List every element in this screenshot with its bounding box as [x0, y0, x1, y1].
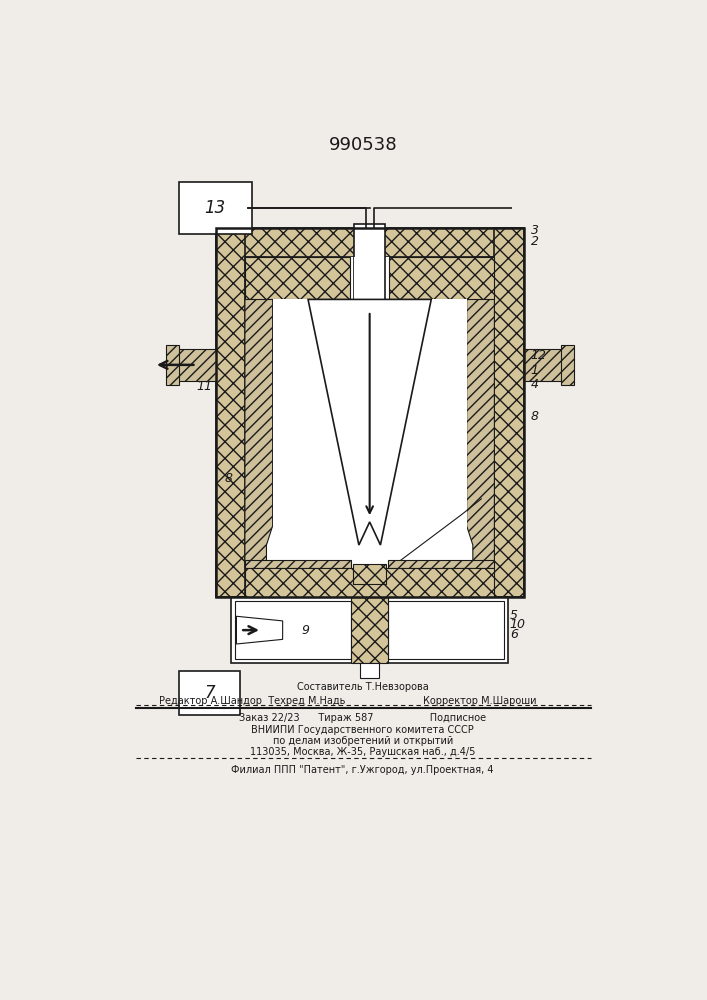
Text: 2: 2: [530, 235, 539, 248]
Text: 10: 10: [510, 618, 526, 631]
Bar: [361, 663, 379, 678]
Bar: [179, 182, 252, 234]
Bar: [231, 597, 508, 663]
Text: 7: 7: [204, 684, 215, 702]
Text: 1: 1: [530, 364, 539, 377]
Bar: [245, 568, 494, 597]
Bar: [216, 228, 524, 257]
Bar: [354, 564, 386, 584]
Bar: [354, 257, 358, 303]
Polygon shape: [245, 560, 355, 576]
Text: 8: 8: [225, 472, 233, 485]
Text: 3: 3: [530, 224, 539, 237]
Bar: [354, 224, 385, 303]
Bar: [273, 299, 467, 568]
Text: 13: 13: [204, 199, 226, 217]
Polygon shape: [245, 257, 351, 299]
Text: Составитель Т.Невзорова: Составитель Т.Невзорова: [297, 682, 428, 692]
Bar: [216, 568, 524, 597]
Polygon shape: [236, 616, 283, 644]
Text: 5: 5: [510, 609, 518, 622]
Text: 11: 11: [197, 379, 212, 392]
Text: 8: 8: [530, 410, 539, 423]
Bar: [216, 228, 245, 597]
Polygon shape: [308, 299, 431, 545]
Text: Заказ 22/23      Тираж 587                  Подписное: Заказ 22/23 Тираж 587 Подписное: [239, 713, 486, 723]
Polygon shape: [175, 349, 216, 381]
Polygon shape: [467, 257, 494, 568]
Text: по делам изобретений и открытий: по делам изобретений и открытий: [273, 736, 453, 746]
Text: 113035, Москва, Ж-35, Раушская наб., д.4/5: 113035, Москва, Ж-35, Раушская наб., д.4…: [250, 747, 475, 757]
Polygon shape: [524, 349, 563, 381]
Text: 4: 4: [530, 378, 539, 391]
Polygon shape: [245, 257, 273, 568]
Bar: [216, 228, 524, 597]
Polygon shape: [165, 345, 179, 385]
Polygon shape: [385, 560, 494, 576]
Text: 6: 6: [510, 628, 518, 641]
Text: 990538: 990538: [329, 136, 397, 154]
Bar: [235, 601, 351, 659]
Bar: [388, 601, 504, 659]
Bar: [179, 671, 240, 715]
Polygon shape: [389, 257, 494, 299]
Bar: [494, 228, 524, 597]
Text: ВНИИПИ Государственного комитета СССР: ВНИИПИ Государственного комитета СССР: [252, 725, 474, 735]
Text: Филиал ППП "Патент", г.Ужгород, ул.Проектная, 4: Филиал ППП "Патент", г.Ужгород, ул.Проек…: [231, 765, 494, 775]
Polygon shape: [561, 345, 573, 385]
Bar: [245, 257, 494, 568]
Text: 12: 12: [530, 349, 547, 362]
Bar: [351, 597, 388, 663]
Text: Корректор М.Шароши: Корректор М.Шароши: [423, 696, 537, 706]
Text: Редактор А.Шандор  Техред М.Надь: Редактор А.Шандор Техред М.Надь: [160, 696, 346, 706]
Text: 9: 9: [302, 624, 310, 637]
